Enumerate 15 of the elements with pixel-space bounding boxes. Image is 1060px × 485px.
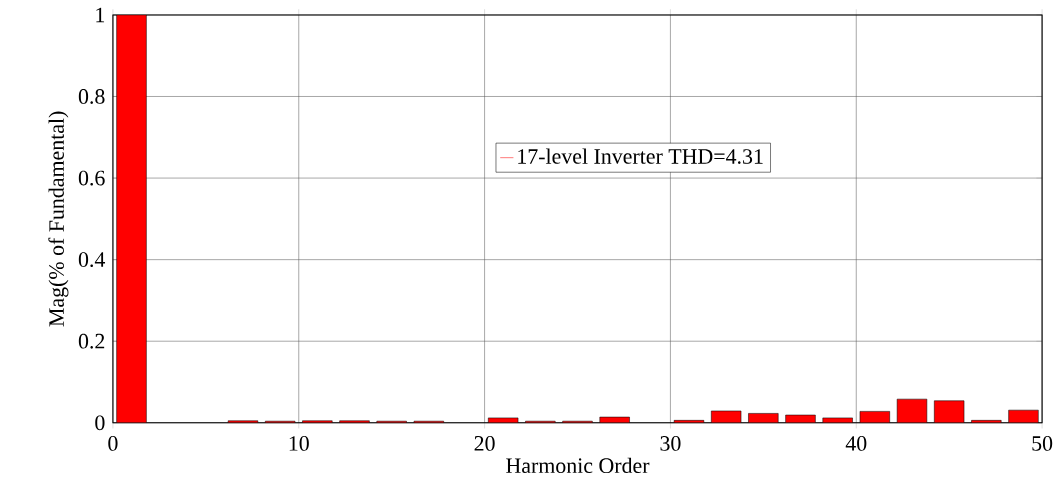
x-tick-label: 50 (1032, 435, 1053, 451)
x-tick-label: 10 (289, 435, 309, 451)
x-axis-title: Harmonic Order (506, 457, 650, 473)
x-tick-label: 20 (474, 435, 495, 451)
y-tick-label: 0.8 (78, 88, 105, 104)
y-tick-label: 0 (95, 415, 105, 430)
y-tick-label: 0.4 (78, 251, 106, 267)
x-tick-label: 30 (660, 435, 681, 451)
y-tick-label: 0.2 (78, 333, 105, 349)
y-axis-title: Mag(% of Fundamental) (48, 111, 69, 327)
x-tick-label: 40 (845, 435, 867, 451)
x-tick-label: 0 (108, 435, 118, 451)
legend-label: 17-level Inverter THD=4.31 (518, 148, 763, 164)
y-tick-label: 1 (96, 7, 105, 22)
y-tick-label: 0.6 (78, 170, 105, 186)
